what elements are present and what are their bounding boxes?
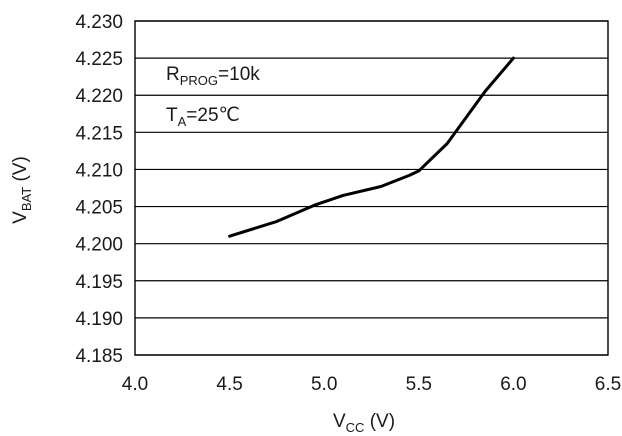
- x-tick-label: 4.0: [122, 374, 148, 395]
- series-layer: [228, 56, 515, 238]
- y-tick-label: 4.215: [75, 123, 123, 144]
- x-tick-label: 5.0: [311, 374, 337, 395]
- plot-frame: [134, 20, 609, 356]
- y-tick-label: 4.190: [75, 309, 123, 330]
- y-tick-label: 4.230: [75, 12, 123, 33]
- annotation-rprog: RPROG=10k: [166, 64, 260, 88]
- y-tick-labels: 4.230 4.225 4.220 4.215 4.210 4.205 4.200 4.195…: [75, 12, 123, 367]
- x-tick-label: 4.5: [216, 374, 242, 395]
- x-axis-title: VCC (V): [333, 411, 395, 435]
- x-tick-labels: 4.0 4.5 5.0 5.5 6.0 6.5: [122, 374, 621, 395]
- annotation-ta: TA=25℃: [166, 105, 240, 129]
- y-tick-label: 4.210: [75, 160, 123, 181]
- x-tick-label: 6.5: [595, 374, 621, 395]
- y-tick-label: 4.185: [75, 346, 123, 367]
- y-tick-label: 4.225: [75, 49, 123, 70]
- x-tick-label: 6.0: [500, 374, 526, 395]
- y-tick-label: 4.200: [75, 235, 123, 256]
- x-tick-label: 5.5: [406, 374, 432, 395]
- y-axis-title: VBAT (V): [10, 156, 34, 224]
- series-line-0: [228, 56, 515, 238]
- y-tick-label: 4.195: [75, 272, 123, 293]
- y-tick-label: 4.205: [75, 198, 123, 219]
- y-tick-label: 4.220: [75, 86, 123, 107]
